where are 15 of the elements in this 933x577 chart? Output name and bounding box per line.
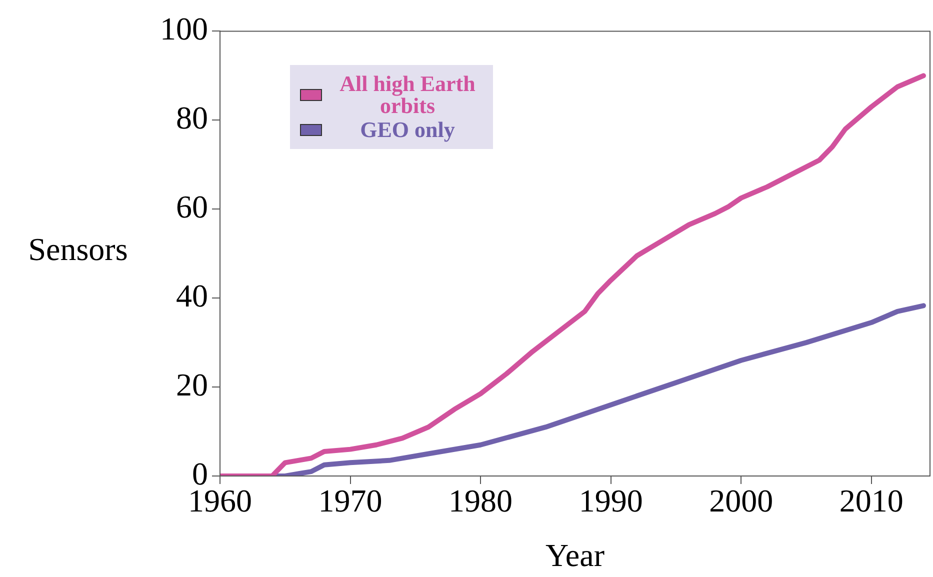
x-tick-label: 1990: [578, 482, 643, 519]
x-tick-label: 2000: [709, 482, 774, 519]
x-tick-label: 1980: [448, 482, 513, 519]
y-tick-label: 40: [176, 277, 208, 314]
legend-label: GEO only: [359, 117, 456, 142]
x-tick-label: 2010: [839, 482, 904, 519]
y-tick-label: 0: [192, 455, 208, 492]
legend-label: All high Earth orbits: [338, 71, 476, 118]
y-tick-label: 20: [176, 366, 208, 402]
x-tick-label: 1970: [318, 482, 382, 519]
y-tick-label: 100: [160, 10, 208, 47]
y-tick-label: 80: [176, 100, 208, 136]
y-tick-label: 60: [176, 188, 208, 225]
x-axis-title: Year: [546, 537, 605, 574]
y-axis-title: Sensors: [28, 231, 128, 268]
